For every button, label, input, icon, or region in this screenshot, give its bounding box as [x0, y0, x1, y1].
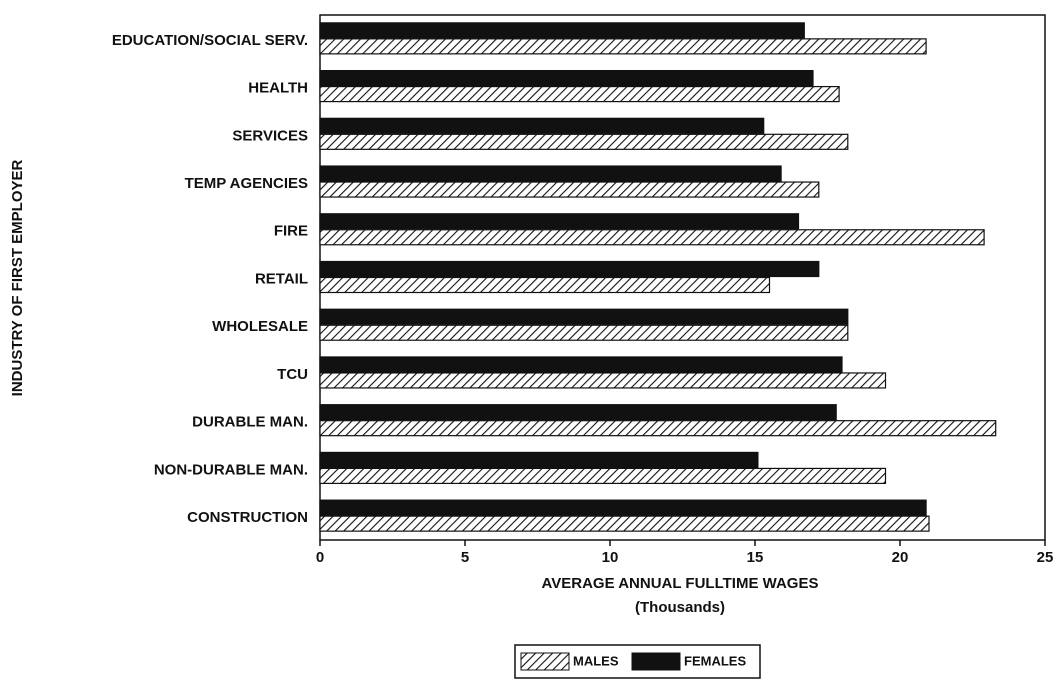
bar: [319, 451, 759, 469]
x-tick-label: 15: [747, 549, 764, 566]
bar: [319, 276, 771, 294]
bar: [319, 38, 927, 55]
y-tick-label: RETAIL: [255, 270, 308, 287]
bar: [319, 213, 800, 230]
legend-label: FEMALES: [684, 653, 746, 668]
x-tick-label: 25: [1037, 549, 1054, 566]
x-tick-label: 5: [461, 549, 469, 566]
y-tick-label: NON-DURABLE MAN.: [154, 461, 308, 478]
bar: [319, 229, 985, 246]
x-tick-label: 20: [892, 549, 909, 566]
y-tick-label: SERVICES: [232, 127, 308, 144]
bar: [319, 85, 840, 103]
y-tick-label: EDUCATION/SOCIAL SERV.: [112, 32, 308, 49]
y-tick-label: CONSTRUCTION: [187, 509, 308, 526]
bar: [319, 372, 887, 389]
legend-swatch: [520, 652, 570, 671]
bar: [319, 165, 782, 182]
bar: [319, 515, 930, 532]
x-tick-label: 0: [316, 549, 324, 566]
bar: [319, 22, 805, 39]
bar: [319, 404, 837, 421]
legend-box: [514, 644, 761, 679]
y-tick-label: FIRE: [274, 223, 308, 240]
y-axis-title: INDUSTRY OF FIRST EMPLOYER: [9, 159, 26, 396]
x-axis-subtitle: (Thousands): [635, 599, 725, 616]
bar: [319, 308, 849, 325]
y-tick-label: WHOLESALE: [212, 318, 308, 335]
bar: [319, 467, 887, 485]
bar: [319, 117, 765, 134]
x-tick-label: 10: [602, 549, 619, 566]
y-tick-label: HEALTH: [248, 80, 308, 97]
legend-label: MALES: [573, 653, 619, 668]
bar: [319, 420, 997, 437]
bar: [319, 69, 814, 87]
bar: [319, 499, 927, 516]
legend-swatch: [631, 652, 681, 671]
bar: [319, 181, 820, 198]
bar: [319, 324, 849, 341]
bar: [319, 260, 820, 278]
y-tick-label: TCU: [277, 366, 308, 383]
y-tick-label: DURABLE MAN.: [192, 414, 308, 431]
bar: [319, 133, 849, 150]
x-axis-title: AVERAGE ANNUAL FULLTIME WAGES: [542, 575, 819, 592]
bar: [319, 356, 843, 373]
y-tick-label: TEMP AGENCIES: [185, 175, 308, 192]
